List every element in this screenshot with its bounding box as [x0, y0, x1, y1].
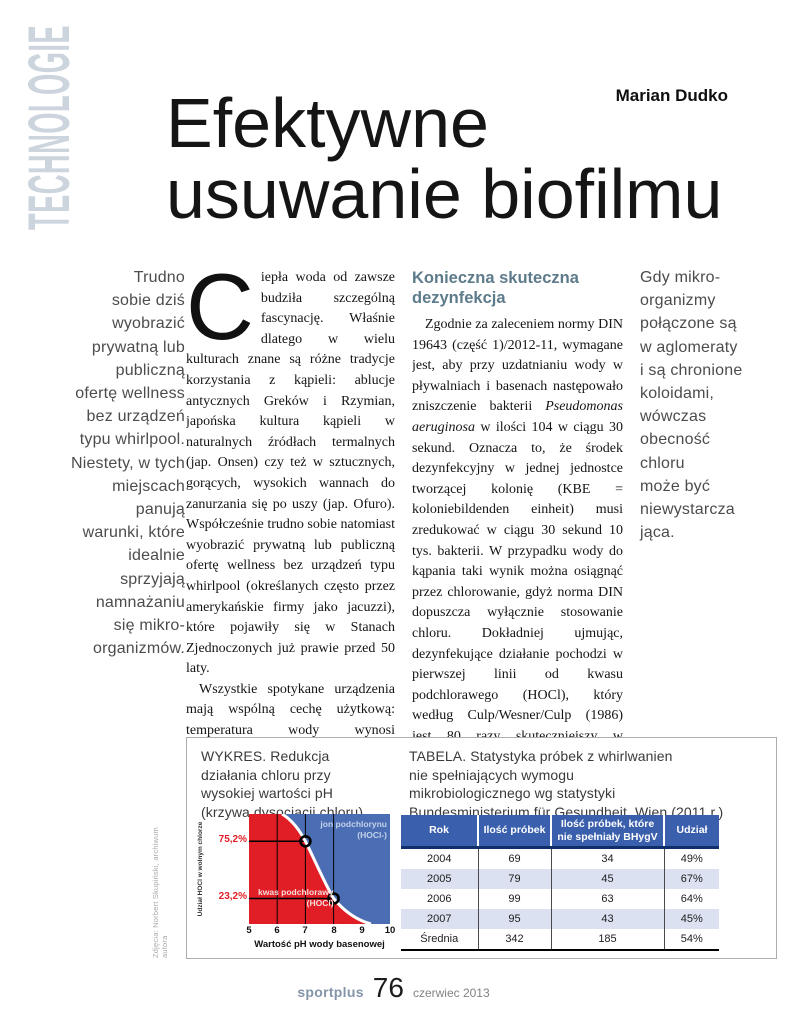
- red-area-label: kwas podchlorawy (HOCl): [258, 887, 334, 908]
- x-tick: 9: [359, 925, 365, 936]
- pull-quote-left: Trudno sobie dziś wyobrazić prywatną lub…: [70, 269, 185, 658]
- table-header-row: Rok Ilość próbek Ilość próbek, które nie…: [401, 815, 719, 849]
- pull-quote-right: Gdy mikro- organizmy połączone są w aglo…: [640, 269, 743, 542]
- drop-cap: C: [186, 268, 254, 359]
- cell-failed: 43: [550, 909, 664, 929]
- cell-share: 67%: [663, 869, 719, 889]
- cell-year: 2005: [427, 873, 452, 885]
- cell-failed: 63: [550, 889, 664, 909]
- cell-year: 2006: [427, 893, 452, 905]
- page-footer: sportplus 76 czerwiec 2013: [0, 972, 787, 1004]
- statistics-table: Rok Ilość próbek Ilość próbek, które nie…: [401, 815, 719, 951]
- column-header: Ilość próbek, które nie spełniały BHygV: [550, 815, 664, 849]
- section-banner-text: TECHNOLOGIE: [17, 24, 82, 230]
- x-tick: 10: [384, 925, 396, 936]
- issue-date: czerwiec 2013: [412, 986, 490, 1000]
- paragraph-text: Zgodnie za zaleceniem normy DIN 19643 (c…: [412, 317, 623, 415]
- table-row: 2007 95 43 45%: [401, 909, 719, 929]
- chart-annotation-232: 23,2%: [218, 891, 247, 902]
- body-column-2: Konieczna skuteczna dezynfekcja Zgodnie …: [412, 268, 623, 738]
- author-byline: Marian Dudko: [615, 86, 728, 105]
- table-caption: TABELA. Statystyka próbek z whirlwanien …: [409, 748, 724, 820]
- species-name-italic: Pseudomonas aeruginosa: [412, 399, 623, 435]
- chart-plot-area: [249, 814, 390, 924]
- cell-year: Średnia: [401, 929, 478, 951]
- photo-credit: Zdjęcia: Norbert Skupiński, archiwum aut…: [151, 827, 169, 958]
- cell-samples: 69: [477, 847, 551, 869]
- section-heading: Konieczna skuteczna dezynfekcja: [412, 269, 579, 307]
- chart-x-ticks: 5 6 7 8 9 10: [246, 925, 395, 937]
- article-title: Efektywne usuwanie biofilmu: [166, 84, 723, 233]
- chart-annotation-752: 75,2%: [218, 834, 247, 845]
- paragraph-text: w ilości 104 w ciągu 30 sekund. Oznacza …: [412, 419, 623, 738]
- cell-share: 64%: [663, 889, 719, 909]
- table-row: 2006 99 63 64%: [401, 889, 719, 909]
- page-number: 76: [372, 972, 404, 1003]
- cell-failed: 34: [550, 847, 664, 869]
- cell-samples: 79: [477, 869, 551, 889]
- column-header: Ilość próbek: [477, 815, 551, 849]
- section-banner: TECHNOLOGIE: [17, 8, 82, 230]
- chart-region-labels: jon podchlorynu (HOCl-) kwas podchlorawy…: [249, 814, 390, 924]
- blue-area-label: jon podchlorynu (HOCl-): [320, 819, 387, 840]
- cell-year: 2004: [427, 853, 452, 865]
- column-header: Udział: [663, 815, 719, 849]
- chart-y-axis-label: Udział HOCl w wolnym chlorze: [197, 821, 204, 917]
- cell-year: 2007: [427, 913, 452, 925]
- figure-box: WYKRES. Redukcja działania chloru przy w…: [186, 737, 777, 959]
- paragraph-text: iepła woda od zawsze budziła szczególną …: [186, 270, 395, 677]
- table-row: 2004 69 34 49%: [401, 847, 719, 869]
- cell-samples: 342: [477, 929, 551, 951]
- chart-x-axis-label: Wartość pH wody basenowej: [254, 939, 385, 950]
- table-row: 2005 79 45 67%: [401, 869, 719, 889]
- cell-failed: 185: [550, 929, 664, 951]
- table-row-average: Średnia 342 185 54%: [401, 929, 719, 951]
- x-tick: 5: [246, 925, 252, 936]
- dissociation-chart: Udział HOCl w wolnym chlorze 75,2% 23,2%…: [195, 814, 445, 956]
- magazine-brand: sportplus: [297, 984, 364, 1000]
- x-tick: 7: [302, 925, 308, 936]
- cell-share: 54%: [663, 929, 719, 951]
- x-tick: 8: [331, 925, 337, 936]
- chart-caption: WYKRES. Redukcja działania chloru przy w…: [201, 748, 364, 820]
- cell-samples: 95: [477, 909, 551, 929]
- cell-share: 49%: [663, 847, 719, 869]
- body-paragraph: Zgodnie za zaleceniem normy DIN 19643 (c…: [412, 315, 623, 738]
- cell-failed: 45: [550, 869, 664, 889]
- body-paragraph: Wszystkie spotykane urządzenia mają wspó…: [186, 681, 395, 738]
- x-tick: 6: [274, 925, 280, 936]
- cell-samples: 99: [477, 889, 551, 909]
- cell-share: 45%: [663, 909, 719, 929]
- column-header: Rok: [401, 815, 478, 849]
